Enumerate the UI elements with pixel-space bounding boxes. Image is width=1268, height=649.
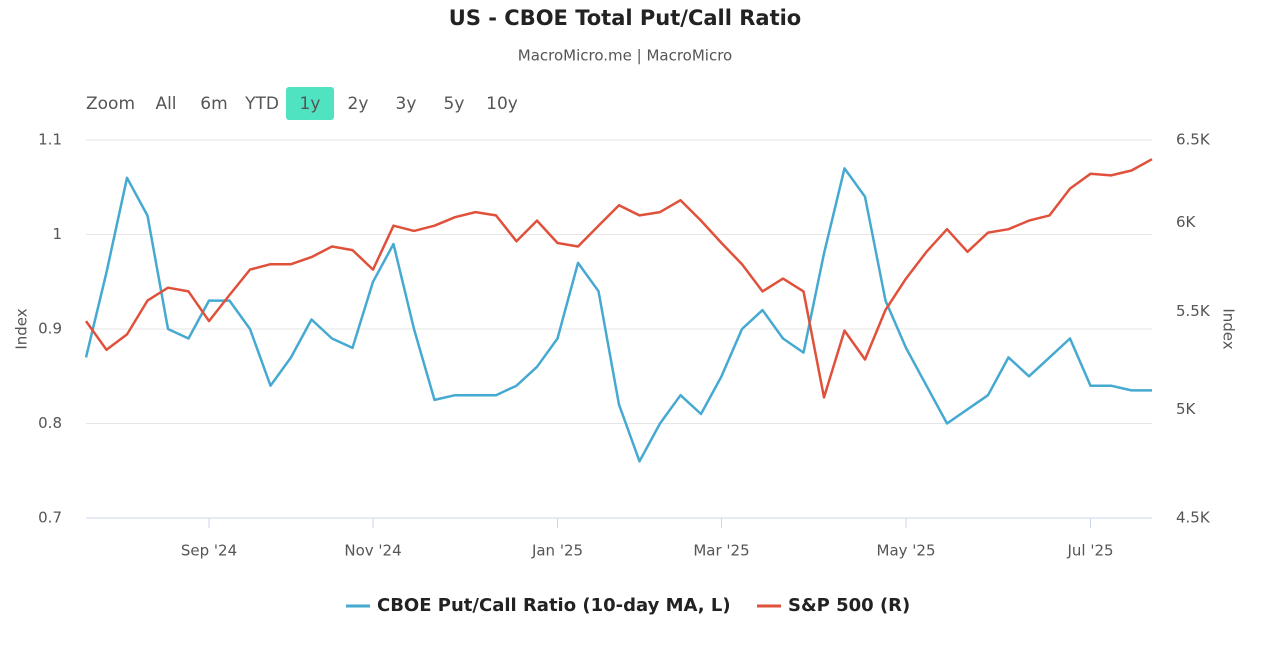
y2-tick-label: 4.5K	[1176, 509, 1211, 527]
range-button-selected[interactable]	[286, 87, 334, 120]
range-button[interactable]: 3y	[396, 94, 417, 114]
x-tick-label: Jan '25	[531, 542, 583, 560]
series-line	[84, 158, 1153, 399]
chart-subtitle: MacroMicro.me | MacroMicro	[518, 47, 732, 65]
range-button[interactable]: All	[155, 94, 176, 114]
y-tick-label: 0.8	[38, 414, 62, 432]
chart-title: US - CBOE Total Put/Call Ratio	[449, 6, 801, 30]
range-button[interactable]: 2y	[348, 94, 369, 114]
y-tick-label: 0.7	[38, 509, 62, 527]
x-tick-label: Mar '25	[693, 542, 749, 560]
y2-tick-label: 6K	[1176, 213, 1197, 231]
y2-axis-label: Index	[1220, 308, 1238, 349]
x-tick-label: Jul '25	[1066, 542, 1113, 560]
x-tick-label: Sep '24	[181, 542, 237, 560]
x-tick-label: Nov '24	[344, 542, 401, 560]
legend-label[interactable]: S&P 500 (R)	[788, 595, 910, 616]
y2-tick-label: 5K	[1176, 400, 1197, 418]
zoom-label: Zoom	[86, 94, 135, 114]
range-button[interactable]: 10y	[486, 94, 518, 114]
range-button[interactable]: 1y	[300, 94, 321, 114]
series-line	[84, 167, 1152, 463]
y-tick-label: 1.1	[38, 131, 62, 149]
range-button[interactable]: 6m	[200, 94, 227, 114]
y2-tick-label: 6.5K	[1176, 131, 1211, 149]
legend-label[interactable]: CBOE Put/Call Ratio (10-day MA, L)	[377, 595, 731, 616]
y2-tick-label: 5.5K	[1176, 302, 1211, 320]
range-button[interactable]: YTD	[244, 94, 279, 114]
y-axis-label: Index	[13, 308, 31, 349]
x-tick-label: May '25	[877, 542, 936, 560]
y-tick-label: 1	[52, 225, 62, 243]
y-tick-label: 0.9	[38, 320, 62, 338]
range-button[interactable]: 5y	[444, 94, 465, 114]
